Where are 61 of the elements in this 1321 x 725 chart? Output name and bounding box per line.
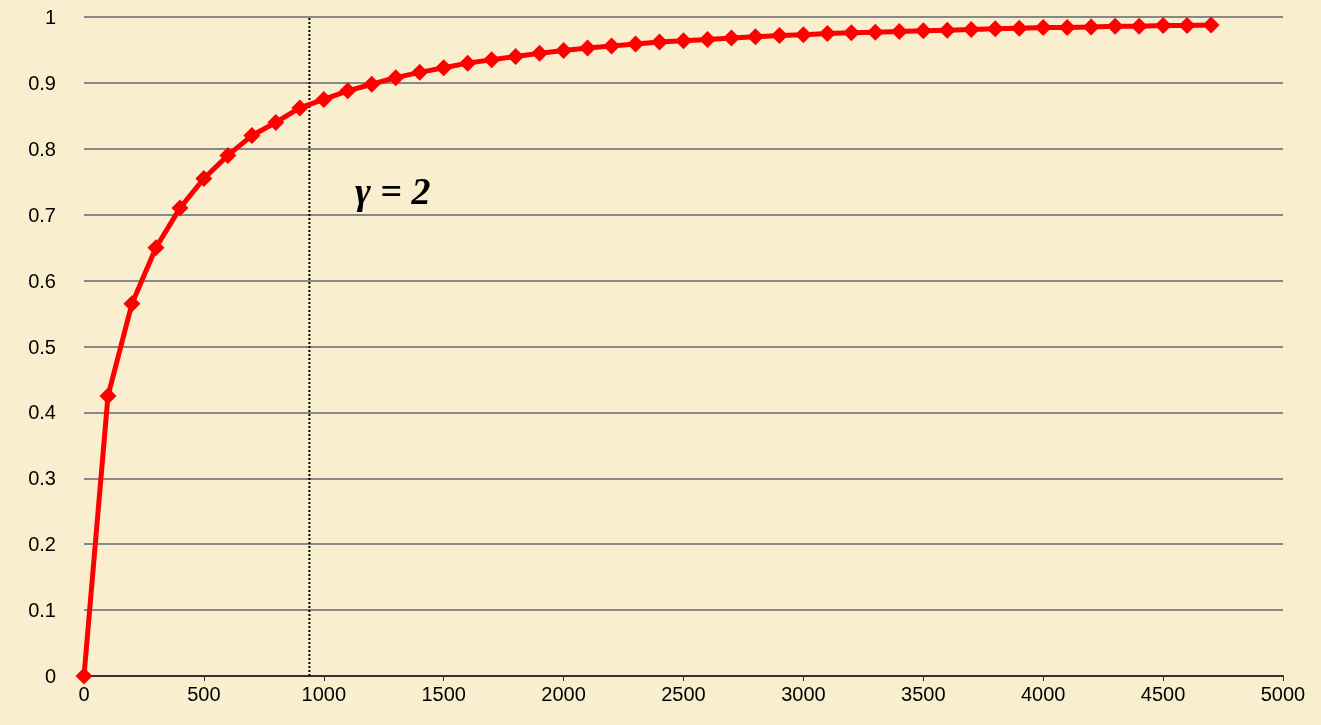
point	[459, 54, 477, 72]
x-tick-label: 4500	[1140, 683, 1186, 705]
y-tick-label: 0.4	[28, 401, 56, 424]
point	[986, 20, 1004, 38]
x-tick-label: 500	[187, 683, 221, 705]
point	[99, 387, 117, 405]
point	[627, 35, 645, 53]
y-tick-label: 0.2	[28, 533, 56, 556]
point	[698, 30, 716, 48]
point	[123, 295, 141, 313]
point	[531, 44, 549, 62]
x-tick-label: 0	[78, 683, 90, 705]
point	[1082, 18, 1100, 36]
point	[603, 37, 621, 55]
y-tick-label: 0	[44, 665, 56, 687]
y-tick-label: 0.6	[28, 269, 56, 292]
point	[339, 82, 357, 100]
point	[890, 23, 908, 40]
point	[770, 26, 788, 44]
point	[75, 667, 93, 685]
x-tick-label: 3500	[901, 683, 946, 705]
point	[962, 21, 980, 39]
point	[291, 99, 309, 117]
point	[147, 239, 165, 257]
point	[267, 113, 285, 131]
point	[507, 48, 525, 66]
x-tick-label: 1500	[421, 683, 466, 705]
point	[435, 59, 453, 77]
y-tick-label: 0.9	[28, 71, 56, 94]
point	[1130, 17, 1148, 35]
x-tick-label: 2500	[661, 683, 706, 705]
point	[794, 26, 812, 44]
annotation: γ = 2	[355, 170, 431, 212]
x-tick-label: 2000	[541, 683, 586, 705]
y-tick-label: 0.1	[28, 599, 56, 622]
point	[411, 63, 429, 81]
point	[914, 22, 932, 40]
point	[387, 69, 405, 87]
x-tick-label: 3000	[781, 683, 826, 705]
y-tick-label: 0.3	[28, 467, 56, 490]
point	[579, 39, 597, 57]
point	[746, 28, 764, 46]
y-tick-label: 0.8	[28, 137, 56, 160]
point	[675, 32, 692, 50]
point	[363, 75, 381, 93]
point	[1202, 16, 1220, 34]
point	[171, 199, 189, 217]
point	[842, 24, 860, 42]
point	[219, 146, 237, 164]
point	[315, 90, 333, 108]
point	[555, 42, 573, 60]
point	[483, 51, 501, 69]
point	[243, 127, 261, 145]
x-tick-label: 5000	[1260, 683, 1306, 705]
y-tick-label: 1	[44, 6, 56, 28]
point	[818, 24, 836, 42]
x-tick-label: 4000	[1020, 683, 1066, 705]
point	[195, 169, 213, 187]
x-tick-label: 1000	[301, 683, 347, 705]
y-tick-label: 0.7	[28, 203, 56, 226]
y-tick-label: 0.5	[28, 335, 56, 358]
